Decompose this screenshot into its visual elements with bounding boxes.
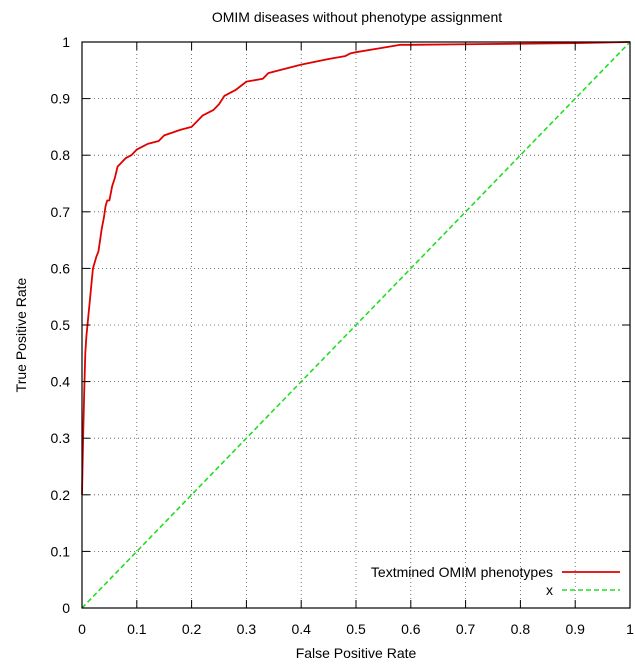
x-tick-label: 0.5 — [346, 621, 366, 637]
y-tick-label: 0.3 — [51, 430, 71, 446]
y-tick-label: 0.4 — [51, 374, 71, 390]
y-tick-label: 1 — [62, 34, 70, 50]
y-axis: 0 0.1 0.2 0.3 0.4 0.5 0.6 0.7 0.8 0.9 1 — [51, 34, 630, 616]
x-tick-label: 0.2 — [182, 621, 202, 637]
y-tick-label: 0.9 — [51, 91, 71, 107]
x-tick-label: 0.4 — [291, 621, 311, 637]
x-tick-label: 0.8 — [511, 621, 531, 637]
series-layer — [81, 41, 631, 609]
series-line-2 — [81, 41, 631, 609]
x-tick-label: 0.1 — [127, 621, 147, 637]
x-tick-label: 0 — [78, 621, 86, 637]
y-axis-label: True Positive Rate — [13, 277, 29, 392]
y-tick-label: 0.2 — [51, 487, 71, 503]
x-tick-label: 0.3 — [237, 621, 257, 637]
x-tick-label: 0.6 — [401, 621, 421, 637]
grid — [82, 42, 630, 608]
y-tick-label: 0.8 — [51, 147, 71, 163]
legend-label-2: x — [546, 582, 553, 598]
y-tick-label: 0 — [62, 600, 70, 616]
x-tick-label: 1 — [626, 621, 634, 637]
chart-title: OMIM diseases without phenotype assignme… — [212, 9, 502, 25]
x-axis: 0 0.1 0.2 0.3 0.4 0.5 0.6 0.7 0.8 0.9 1 — [78, 42, 634, 637]
x-tick-label: 0.7 — [456, 621, 476, 637]
legend-label-1: Textmined OMIM phenotypes — [371, 564, 553, 580]
x-axis-label: False Positive Rate — [296, 645, 417, 661]
y-tick-label: 0.7 — [51, 204, 71, 220]
series-line-1 — [81, 41, 631, 495]
y-tick-label: 0.1 — [51, 543, 71, 559]
legend: Textmined OMIM phenotypes x — [371, 564, 620, 598]
y-tick-label: 0.5 — [51, 317, 71, 333]
y-tick-label: 0.6 — [51, 260, 71, 276]
x-tick-label: 0.9 — [565, 621, 585, 637]
